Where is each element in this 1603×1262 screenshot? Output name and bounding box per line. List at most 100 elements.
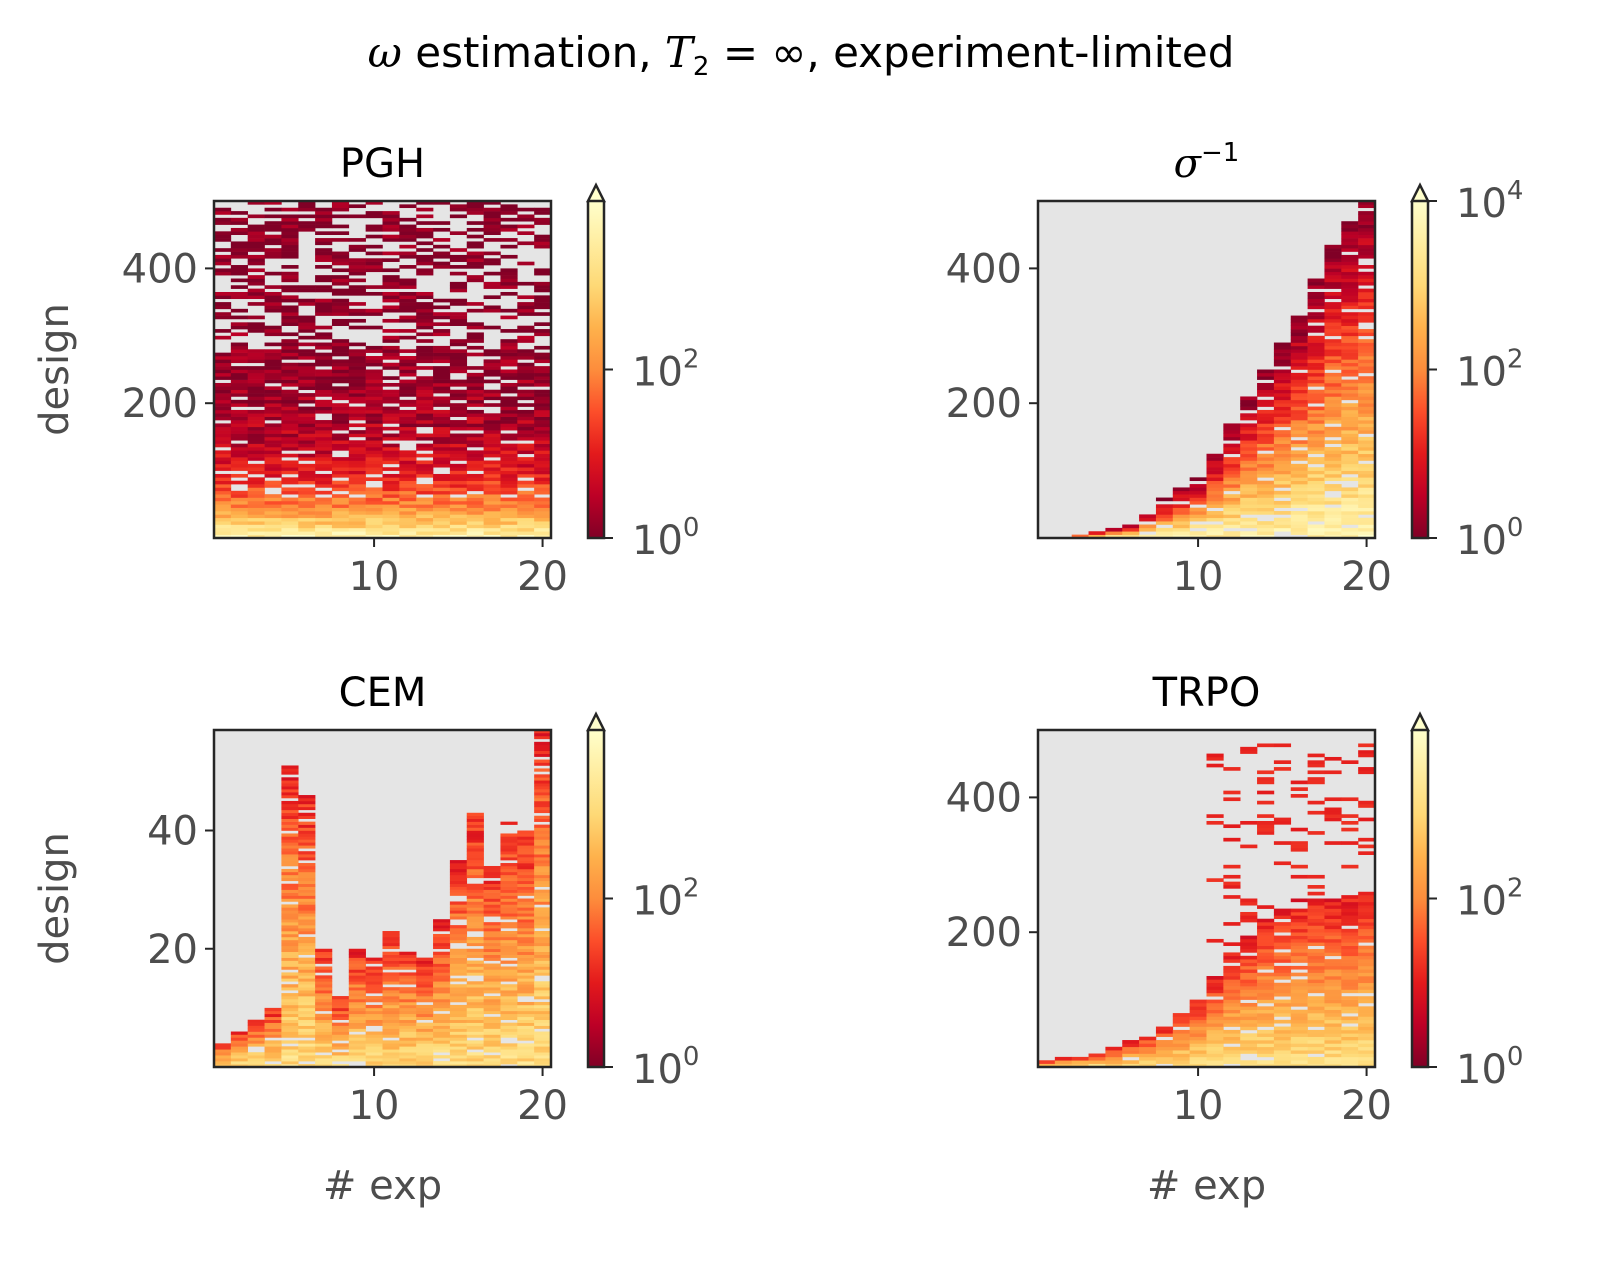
heatmap-cell: [399, 511, 417, 515]
heatmap-cell: [433, 963, 451, 967]
heatmap-cell: [1324, 379, 1342, 384]
heatmap-cell: [534, 960, 551, 964]
heatmap-cell: [1240, 938, 1258, 943]
heatmap-cell: [399, 1034, 417, 1038]
heatmap-cell: [399, 473, 417, 478]
heatmap-cell: [483, 996, 501, 1000]
heatmap-cell: [247, 1037, 265, 1041]
heatmap-cell: [214, 443, 232, 448]
heatmap-cell: [1139, 534, 1157, 538]
heatmap-cell: [1240, 1019, 1258, 1024]
heatmap-cell: [1273, 743, 1292, 748]
heatmap-cell: [1290, 443, 1308, 448]
heatmap-cell: [1324, 1033, 1342, 1037]
heatmap-cell: [348, 268, 366, 273]
heatmap-cell: [1189, 1063, 1207, 1067]
heatmap-cell: [1290, 433, 1308, 438]
heatmap-cell: [500, 507, 518, 512]
heatmap-cell: [1324, 278, 1342, 283]
heatmap-cell: [1358, 507, 1375, 512]
heatmap-cell: [1172, 1040, 1190, 1044]
heatmap-cell: [1358, 480, 1375, 485]
heatmap-cell: [365, 1043, 383, 1047]
heatmap-cell: [1324, 356, 1342, 360]
heatmap-cell: [433, 379, 451, 384]
heatmap-cell: [483, 868, 501, 873]
heatmap-cell: [1273, 1040, 1292, 1044]
heatmap-cell: [466, 221, 484, 225]
heatmap-cell: [1273, 908, 1292, 913]
x-tick-label: 10: [1173, 554, 1224, 600]
heatmap-cell: [264, 234, 282, 239]
heatmap-cell: [247, 268, 265, 273]
heatmap-cell: [1290, 349, 1308, 353]
heatmap-cell: [1240, 473, 1258, 478]
heatmap-cell: [449, 271, 468, 276]
heatmap-cell: [1155, 1033, 1174, 1037]
heatmap-cell: [348, 460, 366, 465]
heatmap-cell: [1307, 352, 1325, 357]
heatmap-cell: [1358, 996, 1375, 1000]
heatmap-cell: [449, 996, 468, 1000]
heatmap-cell: [483, 939, 501, 944]
heatmap-cell: [382, 531, 400, 535]
heatmap-cell: [1206, 999, 1224, 1004]
heatmap-cell: [483, 1025, 501, 1029]
heatmap-cell: [1290, 1029, 1308, 1034]
heatmap-cell: [517, 833, 535, 837]
heatmap-cell: [382, 978, 400, 982]
heatmap-cell: [433, 527, 451, 532]
heatmap-cell: [230, 376, 248, 380]
heatmap-cell: [1324, 248, 1342, 252]
heatmap-cell: [1290, 898, 1308, 903]
heatmap-cell: [247, 1019, 265, 1023]
heatmap-cell: [281, 851, 299, 855]
heatmap-cell: [534, 830, 551, 834]
heatmap-cell: [500, 904, 518, 908]
heatmap-cell: [348, 975, 366, 979]
heatmap-cell: [1206, 1060, 1224, 1064]
heatmap-cell: [230, 241, 248, 246]
heatmap-cell: [331, 275, 350, 279]
heatmap-cell: [517, 389, 535, 394]
heatmap-cell: [483, 423, 501, 428]
heatmap-cell: [466, 265, 484, 269]
heatmap-cell: [315, 352, 333, 357]
heatmap-cell: [449, 511, 468, 515]
heatmap-cell: [1358, 443, 1375, 448]
heatmap-cell: [1307, 433, 1325, 438]
heatmap-cell: [1139, 1053, 1157, 1058]
heatmap-cell: [1324, 932, 1342, 936]
heatmap-cell: [281, 238, 299, 242]
heatmap-cell: [466, 244, 484, 249]
heatmap-cell: [315, 511, 333, 515]
heatmap-cell: [483, 1049, 501, 1053]
heatmap-cell: [298, 1058, 316, 1062]
heatmap-cell: [449, 954, 468, 958]
heatmap-cell: [1290, 386, 1308, 391]
heatmap-cell: [416, 359, 434, 364]
heatmap-cell: [264, 342, 282, 347]
heatmap-cell: [1122, 1043, 1140, 1048]
heatmap-cell: [483, 403, 501, 407]
heatmap-cell: [315, 342, 333, 347]
heatmap-cell: [281, 1049, 299, 1053]
heatmap-cell: [1358, 281, 1375, 286]
heatmap-cell: [500, 521, 518, 525]
heatmap-cell: [298, 857, 316, 861]
heatmap-cell: [315, 517, 333, 522]
heatmap-cell: [500, 339, 518, 343]
heatmap-cell: [466, 863, 484, 867]
heatmap-cell: [281, 842, 299, 846]
heatmap-cell: [1324, 817, 1342, 822]
heatmap-cell: [500, 916, 518, 920]
heatmap-cell: [1105, 534, 1123, 538]
heatmap-cell: [433, 1013, 451, 1018]
heatmap-cell: [399, 386, 417, 391]
heatmap-cell: [264, 480, 282, 485]
heatmap-cell: [1189, 1040, 1207, 1044]
heatmap-cell: [517, 960, 535, 964]
heatmap-cell: [264, 521, 282, 525]
heatmap-cell: [331, 251, 350, 256]
heatmap-cell: [331, 281, 350, 286]
